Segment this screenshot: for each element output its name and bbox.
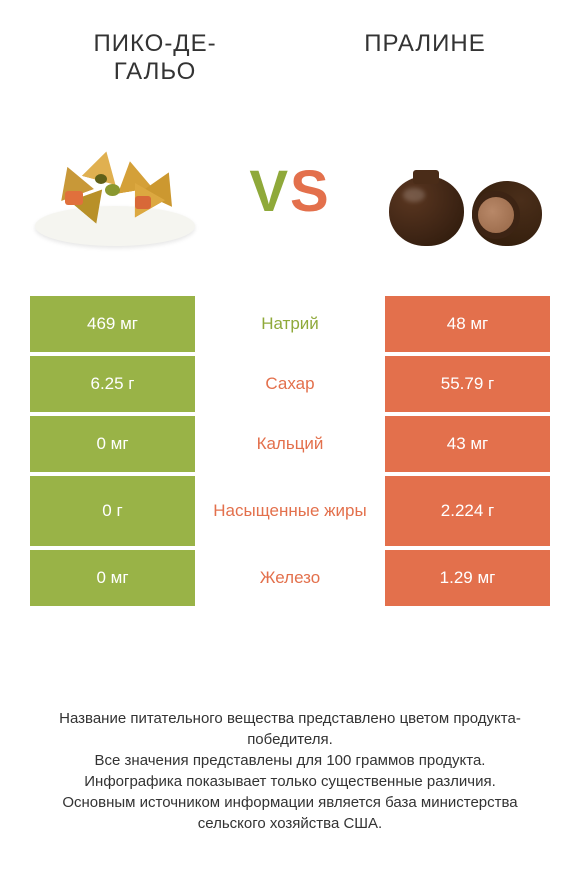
images-row: VS xyxy=(0,96,580,296)
left-value-cell: 6.25 г xyxy=(30,356,195,412)
left-value-cell: 469 мг xyxy=(30,296,195,352)
table-row: 0 гНасыщенные жиры2.224 г xyxy=(30,476,550,546)
nutrient-label-cell: Железо xyxy=(195,550,385,606)
table-row: 0 мгКальций43 мг xyxy=(30,416,550,472)
footer-notes: Название питательного вещества представл… xyxy=(0,708,580,834)
nutrient-label-cell: Сахар xyxy=(195,356,385,412)
right-value-cell: 1.29 мг xyxy=(385,550,550,606)
header: ПИКО-ДЕ-ГАЛЬО ПРАЛИНЕ xyxy=(0,0,580,96)
nutrient-label-cell: Насыщенные жиры xyxy=(195,476,385,546)
left-food-image xyxy=(30,126,200,256)
left-value-cell: 0 г xyxy=(30,476,195,546)
vs-s: S xyxy=(290,159,331,224)
vs-v: V xyxy=(249,159,290,224)
right-value-cell: 2.224 г xyxy=(385,476,550,546)
footer-line: Название питательного вещества представл… xyxy=(28,708,552,750)
left-value-cell: 0 мг xyxy=(30,550,195,606)
right-food-title: ПРАЛИНЕ xyxy=(290,30,560,86)
footer-line: Все значения представлены для 100 граммо… xyxy=(28,750,552,771)
table-row: 0 мгЖелезо1.29 мг xyxy=(30,550,550,606)
left-value-cell: 0 мг xyxy=(30,416,195,472)
right-food-image xyxy=(380,126,550,256)
table-row: 6.25 гСахар55.79 г xyxy=(30,356,550,412)
nutrient-label-cell: Кальций xyxy=(195,416,385,472)
nutrient-label-cell: Натрий xyxy=(195,296,385,352)
left-food-title: ПИКО-ДЕ-ГАЛЬО xyxy=(20,30,290,86)
comparison-table: 469 мгНатрий48 мг6.25 гСахар55.79 г0 мгК… xyxy=(30,296,550,606)
right-value-cell: 48 мг xyxy=(385,296,550,352)
right-value-cell: 43 мг xyxy=(385,416,550,472)
footer-line: Инфографика показывает только существенн… xyxy=(28,771,552,792)
footer-line: Основным источником информации является … xyxy=(28,792,552,834)
vs-label: VS xyxy=(249,158,330,225)
right-value-cell: 55.79 г xyxy=(385,356,550,412)
table-row: 469 мгНатрий48 мг xyxy=(30,296,550,352)
